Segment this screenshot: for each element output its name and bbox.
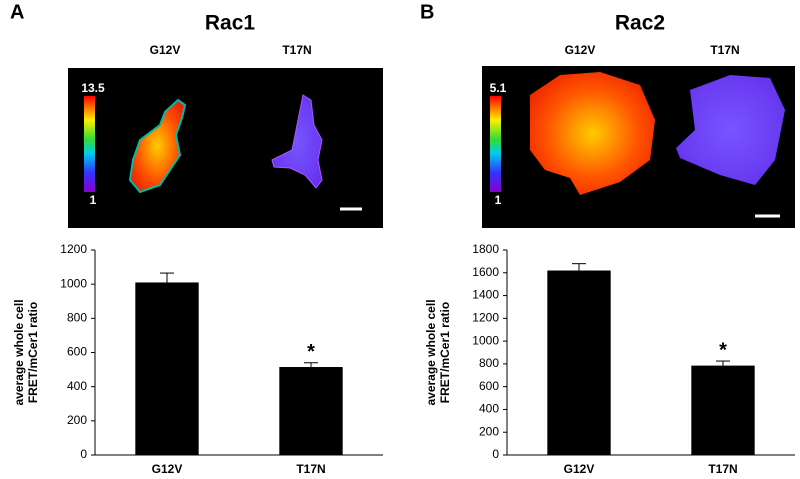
micrograph <box>68 68 383 228</box>
colorbar-min: 1 <box>495 193 502 207</box>
y-tick-label: 1200 <box>60 242 87 256</box>
y-tick-label: 1800 <box>472 242 499 256</box>
y-axis-label: FRET/mCer1 ratio <box>438 302 452 403</box>
y-axis-label: FRET/mCer1 ratio <box>26 302 40 403</box>
y-tick-label: 0 <box>492 447 499 461</box>
y-tick-label: 600 <box>479 379 499 393</box>
image-column-label: T17N <box>710 43 739 57</box>
y-tick-label: 800 <box>479 356 499 370</box>
y-tick-label: 600 <box>67 345 87 359</box>
y-tick-label: 800 <box>67 311 87 325</box>
panel-label: B <box>420 1 434 23</box>
y-tick-label: 400 <box>479 402 499 416</box>
chart-title: Rac1 <box>205 12 256 35</box>
bar <box>691 365 755 455</box>
x-tick-label: T17N <box>708 462 737 476</box>
significance-label: * <box>719 339 727 361</box>
colorbar-max: 13.5 <box>81 81 105 95</box>
colorbar-max: 5.1 <box>490 81 507 95</box>
panel-label: A <box>10 1 24 23</box>
y-tick-label: 200 <box>479 424 499 438</box>
y-tick-label: 1000 <box>60 276 87 290</box>
y-tick-label: 1200 <box>472 311 499 325</box>
image-column-label: T17N <box>282 43 311 57</box>
micrograph <box>482 66 795 228</box>
x-tick-label: G12V <box>564 462 595 476</box>
y-axis-label: average whole cell <box>12 299 26 405</box>
y-tick-label: 1600 <box>472 265 499 279</box>
bar <box>279 367 343 455</box>
x-tick-label: G12V <box>152 462 183 476</box>
y-tick-label: 400 <box>67 379 87 393</box>
y-tick-label: 1400 <box>472 288 499 302</box>
significance-label: * <box>307 341 315 363</box>
bar <box>135 282 199 455</box>
image-column-label: G12V <box>565 43 596 57</box>
colorbar-min: 1 <box>90 193 97 207</box>
y-tick-label: 1000 <box>472 333 499 347</box>
image-column-label: G12V <box>150 43 181 57</box>
y-axis-label: average whole cell <box>424 299 438 405</box>
y-tick-label: 0 <box>80 447 87 461</box>
y-tick-label: 200 <box>67 413 87 427</box>
chart-title: Rac2 <box>615 12 665 35</box>
x-tick-label: T17N <box>296 462 325 476</box>
bar <box>547 270 611 455</box>
